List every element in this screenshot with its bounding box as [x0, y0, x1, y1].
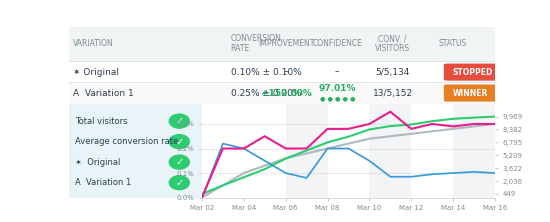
- Text: 97.01%: 97.01%: [318, 84, 356, 93]
- Text: CONFIDENCE: CONFIDENCE: [312, 39, 362, 48]
- Text: Total visitors: Total visitors: [75, 117, 128, 126]
- Text: ✓: ✓: [175, 157, 183, 167]
- Bar: [453, 104, 495, 198]
- Text: 13/5,152: 13/5,152: [373, 89, 412, 98]
- Text: 0.10% ± 0.10%: 0.10% ± 0.10%: [231, 67, 301, 77]
- Text: A  Variation 1: A Variation 1: [73, 89, 134, 98]
- Text: A  Variation 1: A Variation 1: [75, 178, 131, 187]
- Circle shape: [169, 155, 189, 169]
- Text: Average conversion rate: Average conversion rate: [75, 137, 179, 146]
- Circle shape: [169, 135, 189, 149]
- Text: STOPPED: STOPPED: [453, 67, 493, 77]
- Circle shape: [169, 176, 189, 190]
- FancyBboxPatch shape: [69, 104, 202, 198]
- FancyBboxPatch shape: [444, 63, 502, 81]
- Text: ✶  Original: ✶ Original: [75, 158, 121, 167]
- Text: +150.00%: +150.00%: [261, 89, 312, 98]
- Text: 0.25% ± 0.20%: 0.25% ± 0.20%: [231, 89, 301, 98]
- Circle shape: [169, 114, 189, 128]
- Text: VARIATION: VARIATION: [73, 39, 114, 48]
- Text: ● ● ● ● ●: ● ● ● ● ●: [320, 96, 355, 101]
- Text: ✓: ✓: [175, 116, 183, 126]
- Text: CONVERSION
RATE: CONVERSION RATE: [231, 34, 282, 54]
- Text: WINNER: WINNER: [453, 89, 488, 98]
- Text: ✶ Original: ✶ Original: [73, 67, 119, 77]
- FancyBboxPatch shape: [69, 61, 495, 83]
- FancyBboxPatch shape: [69, 27, 495, 61]
- Text: ✓: ✓: [175, 178, 183, 188]
- Text: IMPROVEMENT: IMPROVEMENT: [258, 39, 315, 48]
- FancyBboxPatch shape: [69, 83, 495, 103]
- Text: 5/5,134: 5/5,134: [376, 67, 410, 77]
- Bar: [285, 104, 328, 198]
- Text: –: –: [284, 67, 288, 77]
- FancyBboxPatch shape: [444, 85, 497, 102]
- Text: STATUS: STATUS: [438, 39, 466, 48]
- Text: CONV. /
VISITORS: CONV. / VISITORS: [375, 34, 410, 54]
- Bar: [370, 104, 411, 198]
- Text: –: –: [335, 67, 339, 77]
- Text: ✓: ✓: [175, 137, 183, 147]
